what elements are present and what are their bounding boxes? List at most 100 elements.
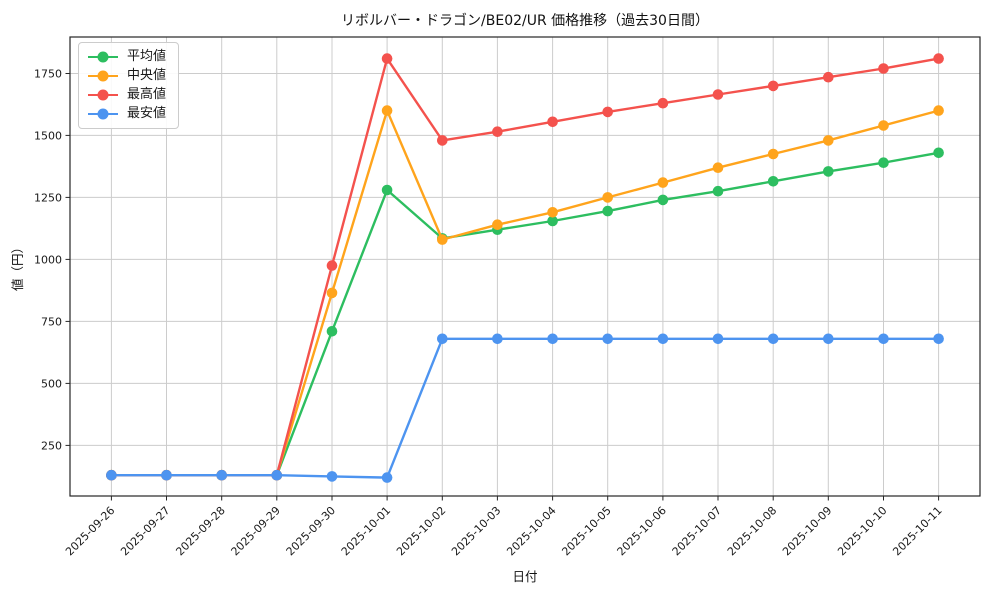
y-tick-label: 1000: [34, 253, 62, 266]
max-data-point: [878, 63, 889, 74]
x-axis-label: 日付: [512, 569, 537, 584]
average-data-point: [712, 185, 724, 197]
median-data-point: [823, 135, 834, 146]
x-tick-label: 2025-10-05: [559, 504, 613, 558]
average-data-point: [602, 205, 613, 217]
legend-line-sample-average: [88, 50, 118, 64]
y-tick-label: 500: [41, 377, 62, 390]
legend-marker-icon: [97, 70, 109, 82]
min-data-point: [326, 471, 338, 482]
legend-label-average: 平均値: [127, 49, 167, 64]
max-data-point: [492, 126, 503, 137]
average-data-point: [547, 215, 558, 227]
x-tick-label: 2025-10-03: [449, 504, 503, 558]
grid-lines: [70, 37, 980, 496]
legend-marker-icon: [97, 108, 109, 120]
average-data-point: [878, 157, 889, 168]
max-data-point: [712, 89, 724, 100]
min-line: [111, 337, 939, 479]
min-data-point: [437, 333, 448, 345]
max-data-point: [381, 53, 393, 64]
median-data-point: [657, 177, 669, 188]
series-median: [106, 105, 944, 481]
x-tick-label: 2025-09-27: [118, 504, 172, 558]
median-data-point: [437, 234, 448, 245]
x-tick-label: 2025-10-02: [394, 504, 448, 558]
x-tick-label: 2025-09-26: [63, 504, 117, 558]
min-data-point: [878, 333, 889, 345]
min-data-point: [271, 469, 283, 481]
max-data-point: [437, 135, 448, 146]
min-data-point: [712, 333, 724, 345]
median-data-point: [381, 105, 393, 116]
x-tick-label: 2025-10-11: [890, 504, 944, 558]
average-data-point: [823, 166, 834, 177]
min-data-point: [823, 333, 834, 345]
legend-label-median: 中央値: [127, 68, 167, 83]
median-line: [111, 109, 939, 477]
max-data-point: [657, 97, 669, 109]
legend-marker-icon: [97, 51, 109, 63]
max-data-point: [602, 106, 613, 118]
median-data-point: [767, 148, 779, 160]
median-data-point: [547, 207, 558, 218]
legend-label-min: 最安値: [127, 106, 167, 121]
x-tick-label: 2025-10-07: [670, 504, 724, 558]
y-tick-label: 750: [41, 315, 62, 328]
median-data-point: [602, 192, 613, 203]
average-data-point: [326, 326, 338, 337]
min-data-point: [547, 333, 558, 345]
min-data-point: [933, 333, 944, 345]
legend-item-median: 中央値: [88, 69, 166, 83]
legend-line-sample-median: [88, 69, 118, 83]
legend: 平均値中央値最高値最安値: [78, 42, 180, 129]
y-tick-label: 1500: [34, 129, 62, 142]
chart-title: リボルバー・ドラゴン/BE02/UR 価格推移（過去30日間）: [341, 12, 709, 29]
min-data-point: [492, 333, 503, 345]
max-data-point: [933, 53, 944, 64]
x-tick-label: 2025-10-10: [835, 504, 889, 558]
median-data-point: [326, 287, 338, 299]
x-tick-label: 2025-09-29: [229, 504, 283, 558]
min-data-point: [161, 469, 172, 481]
plot-border: [69, 36, 981, 497]
min-data-point: [106, 469, 117, 481]
average-data-point: [657, 194, 669, 206]
legend-line-sample-min: [88, 107, 118, 121]
series-min: [106, 333, 944, 483]
median-data-point: [712, 162, 724, 173]
x-tick-label: 2025-10-09: [780, 504, 834, 558]
y-tick-label: 1750: [34, 68, 62, 81]
x-tick-label: 2025-10-01: [339, 504, 393, 558]
median-data-point: [933, 105, 944, 116]
y-tick-label: 250: [41, 439, 62, 452]
min-data-point: [767, 333, 779, 345]
series-max: [106, 53, 944, 481]
legend-item-min: 最安値: [88, 107, 166, 121]
max-data-point: [823, 71, 834, 83]
legend-item-max: 最高値: [88, 88, 166, 102]
average-data-point: [381, 184, 393, 196]
min-data-point: [381, 472, 393, 483]
x-tick-label: 2025-10-06: [615, 504, 669, 558]
y-axis-label: 値（円）: [10, 241, 25, 291]
legend-marker-icon: [97, 89, 109, 101]
x-tick-label: 2025-10-04: [504, 504, 558, 558]
legend-item-average: 平均値: [88, 50, 166, 64]
average-data-point: [933, 147, 944, 159]
y-tick-label: 1250: [34, 191, 62, 204]
series-layer: [106, 53, 944, 483]
median-data-point: [878, 120, 889, 131]
max-data-point: [767, 80, 779, 92]
max-data-point: [326, 260, 338, 271]
legend-line-sample-max: [88, 88, 118, 102]
median-data-point: [492, 219, 503, 230]
x-tick-label: 2025-09-30: [284, 504, 338, 558]
max-data-point: [547, 116, 558, 128]
min-data-point: [602, 333, 613, 345]
min-data-point: [657, 333, 669, 345]
legend-label-max: 最高値: [127, 87, 167, 102]
min-data-point: [216, 469, 227, 481]
